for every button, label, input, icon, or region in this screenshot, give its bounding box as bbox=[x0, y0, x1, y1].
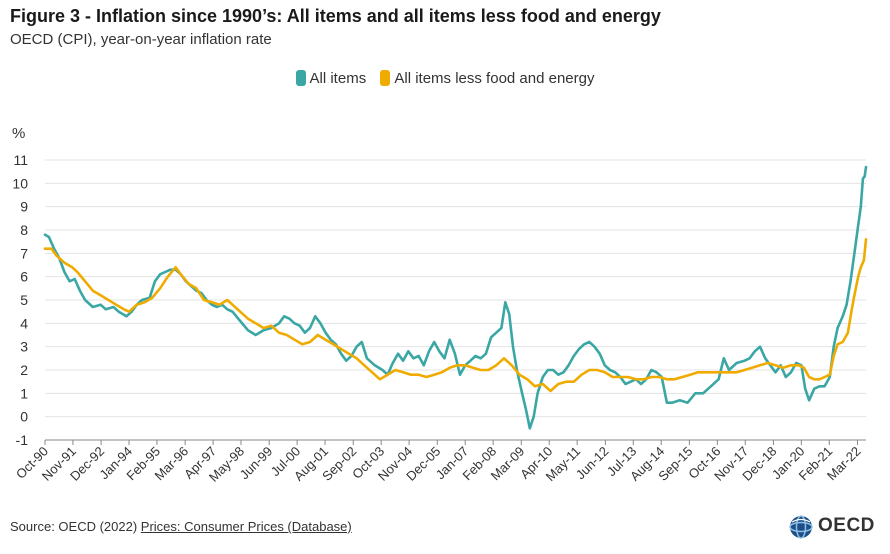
y-tick-label: 0 bbox=[20, 409, 28, 425]
y-tick-label: 1 bbox=[20, 385, 28, 401]
y-tick-label: 11 bbox=[13, 152, 28, 168]
legend-item-all-items[interactable]: All items bbox=[295, 70, 367, 87]
source-link[interactable]: Prices: Consumer Prices (Database) bbox=[140, 519, 352, 534]
legend-item-core[interactable]: All items less food and energy bbox=[380, 70, 594, 87]
y-tick-label: 9 bbox=[20, 199, 28, 215]
y-axis-unit-label: % bbox=[12, 125, 26, 142]
y-tick-label: 4 bbox=[20, 315, 28, 331]
chart-subtitle: OECD (CPI), year-on-year inflation rate bbox=[10, 31, 272, 48]
y-tick-label: -1 bbox=[16, 432, 29, 448]
legend-label-all-items: All items bbox=[309, 70, 367, 87]
x-tick-label: Jun-99 bbox=[237, 444, 276, 483]
y-tick-label: 10 bbox=[12, 175, 28, 191]
y-tick-label: 5 bbox=[20, 292, 28, 308]
x-axis: Oct-90Nov-91Dec-92Jan-94Feb-95Mar-96Apr-… bbox=[13, 439, 866, 485]
legend-swatch-core bbox=[380, 70, 391, 86]
y-tick-label: 7 bbox=[20, 245, 28, 261]
chart-legend: All items All items less food and energy bbox=[0, 70, 890, 87]
globe-icon bbox=[789, 515, 813, 539]
series-lines bbox=[43, 165, 868, 430]
y-tick-label: 3 bbox=[20, 339, 28, 355]
y-tick-label: 6 bbox=[20, 269, 28, 285]
y-tick-label: 8 bbox=[20, 222, 28, 238]
y-tick-label: 2 bbox=[20, 362, 28, 378]
series-line-core bbox=[43, 238, 868, 393]
legend-label-core: All items less food and energy bbox=[394, 70, 595, 87]
x-tick-label: Jun-12 bbox=[573, 444, 612, 483]
source-prefix: Source: OECD (2022) bbox=[10, 519, 141, 534]
chart-title: Figure 3 - Inflation since 1990’s: All i… bbox=[10, 6, 661, 26]
grid-lines bbox=[45, 159, 866, 441]
oecd-logo-text: OECD bbox=[818, 515, 875, 536]
y-axis-ticks: -1 0 1 2 3 4 5 6 7 8 9 10 11 bbox=[12, 152, 28, 448]
source-note: Source: OECD (2022) Prices: Consumer Pri… bbox=[10, 519, 352, 534]
legend-swatch-all-items bbox=[295, 70, 306, 86]
